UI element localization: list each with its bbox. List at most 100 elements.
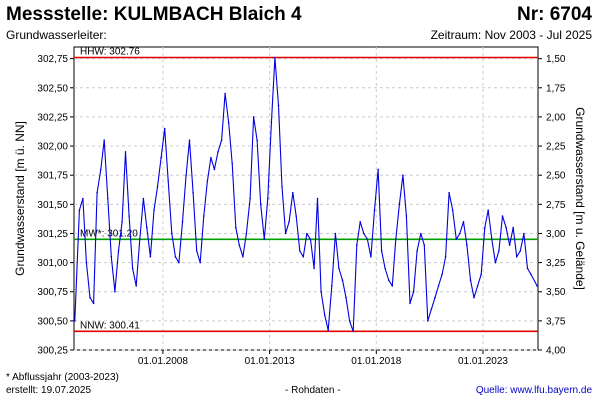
data-point: [309, 238, 312, 241]
y-axis-label-left: Grundwasserstand [m ü. NN]: [13, 121, 27, 276]
data-point: [288, 221, 290, 223]
data-point: [323, 314, 326, 316]
data-point: [195, 250, 198, 252]
y-tick-label: 301,25: [37, 229, 68, 240]
right-tick-label: 2,00: [546, 112, 566, 123]
data-point: [345, 296, 347, 299]
data-point: [391, 285, 394, 287]
data-point: [306, 232, 308, 235]
data-point: [263, 238, 266, 241]
data-point: [501, 215, 504, 217]
data-point: [356, 244, 358, 246]
data-point: [526, 267, 529, 270]
plot-frame: [73, 46, 539, 351]
right-tick-label: 2,50: [546, 171, 566, 182]
data-point: [398, 203, 401, 206]
data-point: [469, 279, 472, 281]
data-point: [82, 197, 84, 200]
station-title: Messstelle: KULMBACH Blaich 4: [6, 4, 302, 25]
data-point: [370, 255, 372, 258]
data-point: [348, 320, 351, 322]
data-point: [405, 215, 408, 217]
data-point: [377, 168, 379, 171]
data-point: [462, 221, 465, 223]
x-tick-label: 01.01.2023: [458, 356, 508, 367]
data-point: [224, 92, 226, 95]
data-point: [139, 238, 141, 241]
y-tick-label: 302,00: [37, 142, 68, 153]
data-point: [430, 308, 433, 311]
data-point: [327, 329, 330, 332]
data-point: [295, 215, 298, 217]
data-point: [412, 290, 415, 293]
data-point: [459, 232, 461, 235]
data-point: [313, 267, 315, 270]
data-point: [338, 267, 340, 270]
y-tick-label: 301,75: [37, 171, 68, 182]
data-point: [146, 226, 148, 229]
y-axis-label-right: Grundwasserstand [m u. Gelände]: [573, 107, 587, 290]
y-tick-label: 302,50: [37, 83, 68, 94]
data-point: [466, 244, 468, 246]
y-tick-label: 301,00: [37, 258, 68, 269]
data-point: [508, 244, 511, 246]
data-point: [142, 197, 145, 200]
data-point: [363, 232, 365, 235]
right-tick-label: 3,00: [546, 229, 566, 240]
data-point: [167, 180, 169, 182]
data-point: [384, 267, 386, 270]
right-tick-label: 1,50: [546, 54, 566, 65]
data-point: [124, 151, 127, 153]
data-point: [231, 162, 233, 165]
data-point: [249, 197, 251, 200]
reference-label-max: HHW: 302.76: [80, 46, 140, 57]
data-point: [227, 122, 230, 124]
data-point: [235, 226, 237, 229]
data-point: [149, 255, 152, 258]
data-point: [107, 197, 109, 200]
data-point: [341, 279, 344, 281]
data-point: [302, 255, 305, 258]
data-point: [121, 221, 123, 223]
data-point: [451, 209, 454, 211]
y-tick-label: 301,50: [37, 200, 68, 211]
data-point: [238, 244, 241, 246]
data-point: [299, 250, 301, 252]
data-point: [519, 250, 522, 252]
data-point: [455, 238, 458, 241]
x-tick-label: 01.01.2008: [138, 356, 188, 367]
data-point: [206, 180, 209, 182]
data-point: [359, 221, 362, 223]
data-point: [131, 267, 134, 270]
data-point: [444, 255, 447, 258]
data-point: [210, 156, 212, 159]
y-tick-label: 302,75: [37, 54, 68, 65]
data-point: [416, 250, 418, 252]
data-point: [373, 209, 376, 211]
data-point: [217, 151, 219, 153]
data-point: [409, 302, 411, 305]
data-point: [334, 232, 337, 235]
data-point: [85, 261, 88, 264]
right-tick-label: 2,75: [546, 200, 566, 211]
data-point: [352, 330, 355, 333]
data-point: [203, 215, 205, 217]
data-point: [434, 296, 436, 299]
data-point: [473, 296, 475, 299]
right-tick-label: 3,50: [546, 287, 566, 298]
data-point: [256, 139, 258, 141]
source-link[interactable]: Quelle: www.lfu.bayern.de: [475, 385, 592, 396]
data-point: [320, 290, 322, 293]
reference-label-mean: MW*: 301.20: [80, 228, 138, 239]
data-point: [484, 226, 486, 229]
data-point: [387, 279, 390, 281]
y-tick-label: 302,25: [37, 112, 68, 123]
data-point: [523, 232, 525, 235]
data-point: [292, 191, 294, 194]
data-point: [192, 191, 194, 194]
data-point: [103, 139, 105, 141]
data-point: [281, 186, 283, 188]
data-point: [476, 285, 479, 287]
data-point: [174, 255, 177, 258]
data-point: [512, 226, 514, 229]
